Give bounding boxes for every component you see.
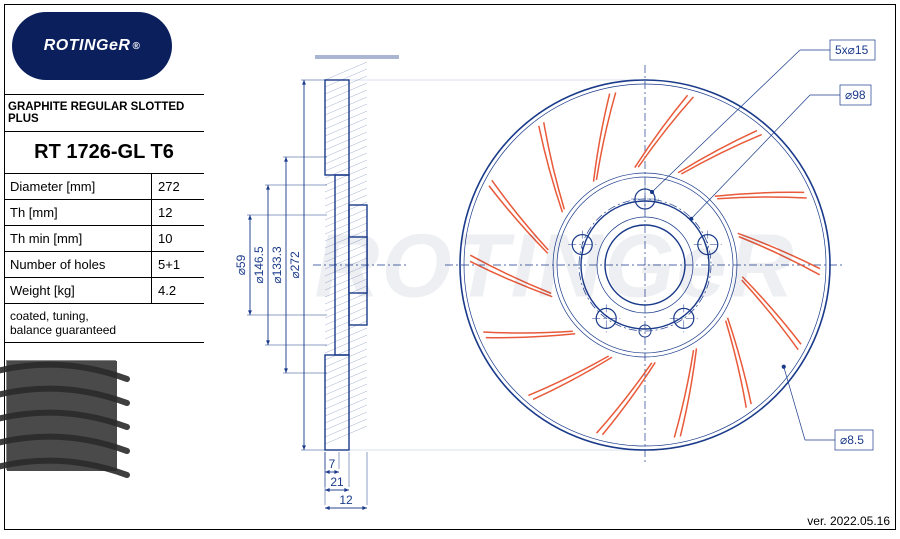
drawing-svg: 5x⌀15 ⌀98 ⌀8.5 ⌀59 ⌀146.5 ⌀133.3 ⌀272 7 21 12	[210, 0, 900, 534]
spec-label: Diameter [mm]	[4, 174, 152, 199]
spec-value: 4.2	[152, 278, 204, 303]
spec-row: Weight [kg] 4.2	[4, 278, 204, 304]
svg-text:⌀272: ⌀272	[288, 251, 302, 279]
product-header: GRAPHITE REGULAR SLOTTED PLUS	[4, 95, 204, 132]
part-number: RT 1726-GL T6	[4, 132, 204, 174]
brand-logo: ROTINGeR®	[12, 12, 172, 80]
technical-drawing: ROTINGeR 5x⌀15⌀98⌀8.5⌀59⌀146.5⌀133.3⌀272…	[210, 0, 900, 534]
spec-label: Th [mm]	[4, 200, 152, 225]
svg-text:⌀59: ⌀59	[234, 254, 248, 275]
finish-swatch	[6, 360, 116, 470]
svg-text:⌀8.5: ⌀8.5	[840, 433, 864, 447]
svg-text:5x⌀15: 5x⌀15	[835, 43, 869, 57]
spec-value: 5+1	[152, 252, 204, 277]
spec-row: Th min [mm] 10	[4, 226, 204, 252]
spec-row: Th [mm] 12	[4, 200, 204, 226]
spec-value: 12	[152, 200, 204, 225]
svg-text:⌀98: ⌀98	[845, 88, 866, 102]
svg-text:12: 12	[339, 493, 353, 507]
spec-notes: coated, tuning, balance guaranteed	[4, 304, 204, 343]
svg-text:7: 7	[329, 457, 336, 471]
spec-label: Th min [mm]	[4, 226, 152, 251]
svg-text:21: 21	[330, 475, 344, 489]
spec-label: Weight [kg]	[4, 278, 152, 303]
svg-text:⌀146.5: ⌀146.5	[252, 246, 266, 284]
registered-mark: ®	[132, 41, 140, 52]
brand-text: ROTINGeR	[44, 37, 131, 55]
svg-text:⌀133.3: ⌀133.3	[270, 246, 284, 284]
spec-table: GRAPHITE REGULAR SLOTTED PLUS RT 1726-GL…	[4, 94, 204, 343]
spec-row: Number of holes 5+1	[4, 252, 204, 278]
spec-label: Number of holes	[4, 252, 152, 277]
spec-value: 272	[152, 174, 204, 199]
spec-value: 10	[152, 226, 204, 251]
spec-row: Diameter [mm] 272	[4, 174, 204, 200]
